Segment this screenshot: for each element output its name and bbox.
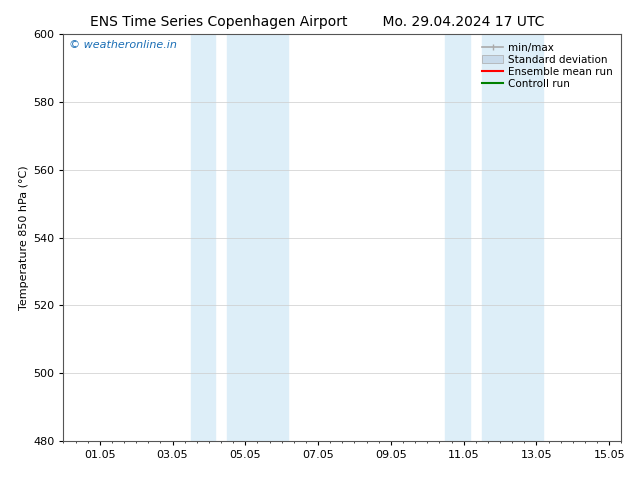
Text: ENS Time Series Copenhagen Airport        Mo. 29.04.2024 17 UTC: ENS Time Series Copenhagen Airport Mo. 2… — [90, 15, 544, 29]
Text: © weatheronline.in: © weatheronline.in — [69, 40, 177, 50]
Bar — [191, 34, 215, 441]
Bar — [227, 34, 288, 441]
Legend: min/max, Standard deviation, Ensemble mean run, Controll run: min/max, Standard deviation, Ensemble me… — [479, 40, 616, 92]
Bar — [446, 34, 470, 441]
Y-axis label: Temperature 850 hPa (°C): Temperature 850 hPa (°C) — [19, 165, 29, 310]
Bar — [482, 34, 543, 441]
